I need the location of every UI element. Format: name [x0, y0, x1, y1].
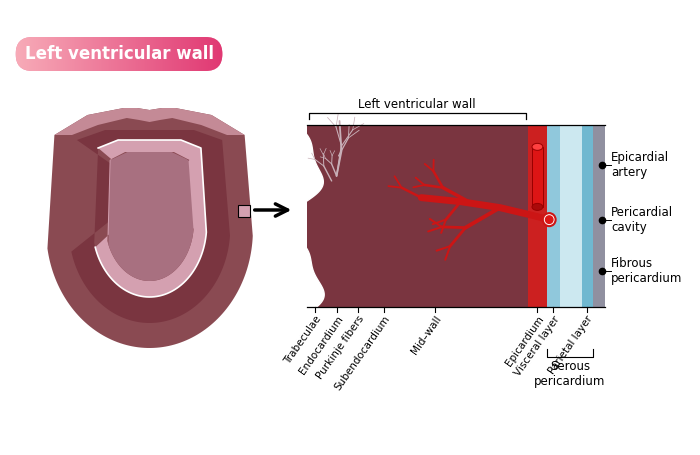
- Bar: [307, 125, 547, 307]
- Bar: [547, 125, 560, 307]
- Text: Left ventricular wall: Left ventricular wall: [25, 45, 214, 63]
- Polygon shape: [71, 130, 230, 323]
- Bar: [533, 147, 543, 207]
- Ellipse shape: [542, 213, 556, 226]
- Text: Left ventricular wall: Left ventricular wall: [358, 98, 476, 111]
- Text: Pericardial
cavity: Pericardial cavity: [611, 206, 673, 233]
- Bar: [238, 205, 250, 217]
- Polygon shape: [108, 152, 193, 281]
- Bar: [582, 125, 592, 307]
- Polygon shape: [95, 140, 206, 297]
- Text: Trabeculae: Trabeculae: [282, 314, 323, 366]
- Text: Serous
pericardium: Serous pericardium: [534, 360, 606, 388]
- Text: Endocardium: Endocardium: [297, 314, 345, 376]
- Ellipse shape: [532, 203, 542, 210]
- FancyBboxPatch shape: [15, 37, 223, 71]
- Polygon shape: [55, 108, 244, 135]
- Text: Mid–wall: Mid–wall: [410, 314, 443, 356]
- Polygon shape: [277, 125, 324, 307]
- Bar: [592, 125, 606, 307]
- Text: Epicardium: Epicardium: [503, 314, 545, 368]
- Text: Fibrous
pericardium: Fibrous pericardium: [611, 257, 682, 284]
- Text: Visceral layer: Visceral layer: [512, 314, 561, 378]
- Text: Epicardial
artery: Epicardial artery: [611, 151, 669, 179]
- Text: Parietal layer: Parietal layer: [547, 314, 595, 376]
- Bar: [528, 125, 547, 307]
- Text: Subendocardium: Subendocardium: [333, 314, 392, 392]
- Ellipse shape: [545, 215, 554, 224]
- Text: Purkinje fibers: Purkinje fibers: [315, 314, 366, 381]
- Bar: [560, 125, 582, 307]
- Polygon shape: [48, 108, 253, 348]
- Ellipse shape: [532, 143, 542, 150]
